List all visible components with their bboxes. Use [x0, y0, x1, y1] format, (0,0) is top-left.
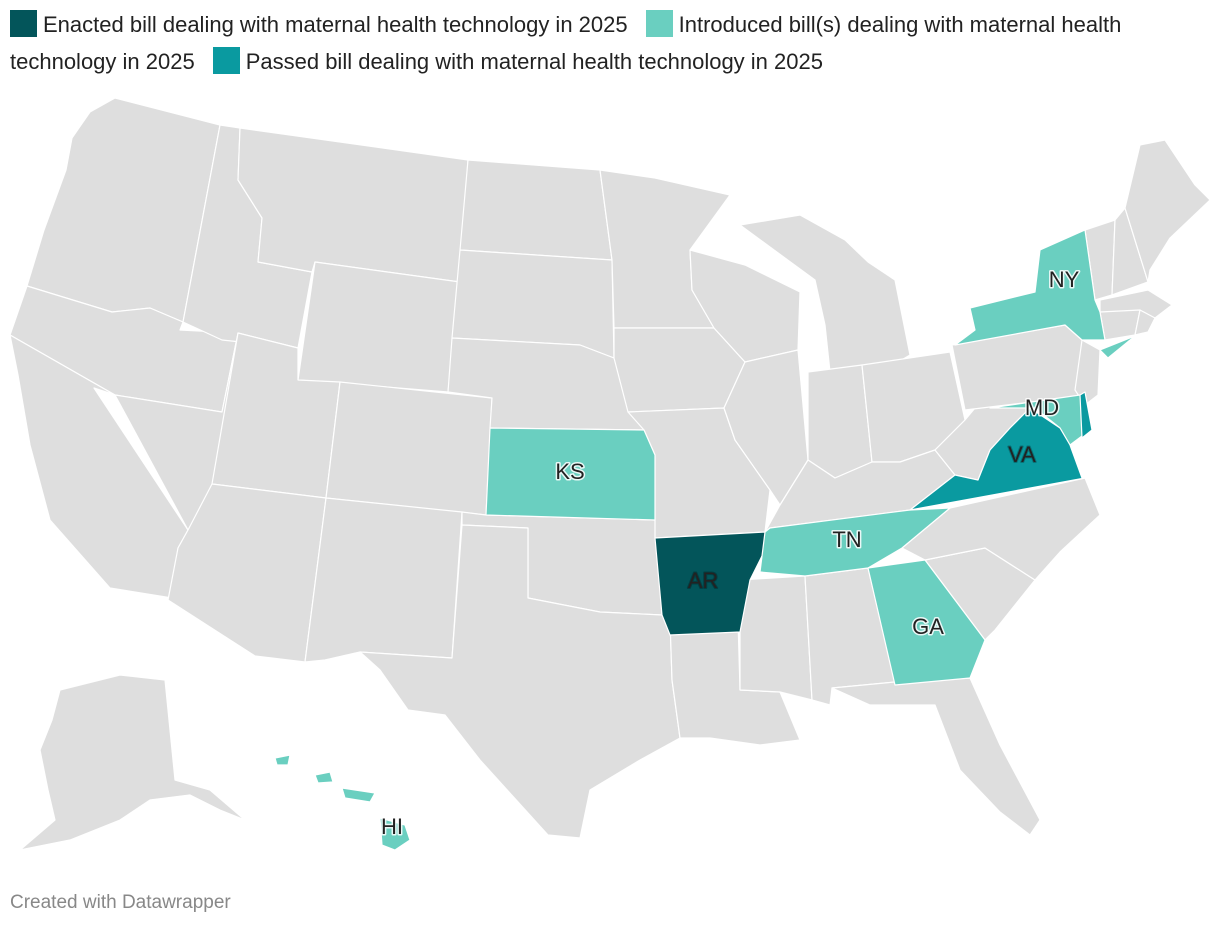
state-de[interactable]	[1079, 391, 1093, 439]
state-nm[interactable]	[304, 497, 463, 663]
state-label-hi: HI	[381, 814, 403, 839]
state-fl[interactable]	[831, 677, 1041, 836]
state-label-va: VA	[1008, 442, 1036, 467]
state-hi-kauai[interactable]	[274, 754, 291, 766]
state-ms[interactable]	[739, 575, 813, 701]
state-nc[interactable]	[901, 477, 1101, 581]
state-va[interactable]	[909, 407, 1086, 511]
state-hi-maui[interactable]	[341, 787, 376, 803]
state-in[interactable]	[807, 364, 873, 479]
state-nj[interactable]	[1074, 339, 1101, 406]
legend-swatch-enacted	[10, 10, 37, 37]
state-label-md: MD	[1025, 395, 1059, 420]
state-hi-oahu[interactable]	[314, 771, 334, 784]
state-ct[interactable]	[1099, 309, 1141, 341]
state-co[interactable]	[325, 381, 493, 516]
state-tx[interactable]	[359, 524, 681, 839]
state-ga[interactable]	[867, 559, 986, 686]
legend-label-introduced: Introduced bill(s) dealing with maternal…	[10, 12, 1122, 74]
legend-item-enacted: Enacted bill dealing with maternal healt…	[10, 10, 628, 37]
state-label-tn: TN	[832, 527, 861, 552]
legend-item-passed: Passed bill dealing with maternal health…	[212, 47, 823, 74]
legend-swatch-passed	[212, 47, 240, 74]
state-nd[interactable]	[459, 159, 613, 261]
state-ks[interactable]	[485, 427, 656, 521]
state-ri[interactable]	[1134, 309, 1156, 336]
state-ny-long-island[interactable]	[1099, 335, 1136, 359]
state-il[interactable]	[723, 349, 809, 506]
state-label-ny: NY	[1049, 267, 1080, 292]
state-mi[interactable]	[739, 214, 911, 373]
state-wy[interactable]	[297, 261, 461, 393]
state-ak[interactable]	[19, 674, 246, 851]
state-label-ks: KS	[555, 459, 584, 484]
state-mt[interactable]	[237, 127, 469, 283]
state-label-ga: GA	[912, 614, 944, 639]
state-tn[interactable]	[759, 507, 951, 577]
legend-label-enacted: Enacted bill dealing with maternal healt…	[43, 12, 628, 37]
attribution: Created with Datawrapper	[10, 892, 231, 913]
legend-item-introduced: Introduced bill(s) dealing with maternal…	[10, 10, 1122, 74]
state-me[interactable]	[1124, 139, 1211, 283]
state-ny[interactable]	[954, 229, 1106, 346]
state-la[interactable]	[669, 619, 801, 746]
state-label-ar: AR	[688, 568, 719, 593]
state-hi-big[interactable]	[379, 817, 411, 851]
legend-label-passed: Passed bill dealing with maternal health…	[245, 49, 823, 74]
legend-swatch-introduced	[645, 10, 673, 37]
legend: Enacted bill dealing with maternal healt…	[10, 6, 1210, 80]
